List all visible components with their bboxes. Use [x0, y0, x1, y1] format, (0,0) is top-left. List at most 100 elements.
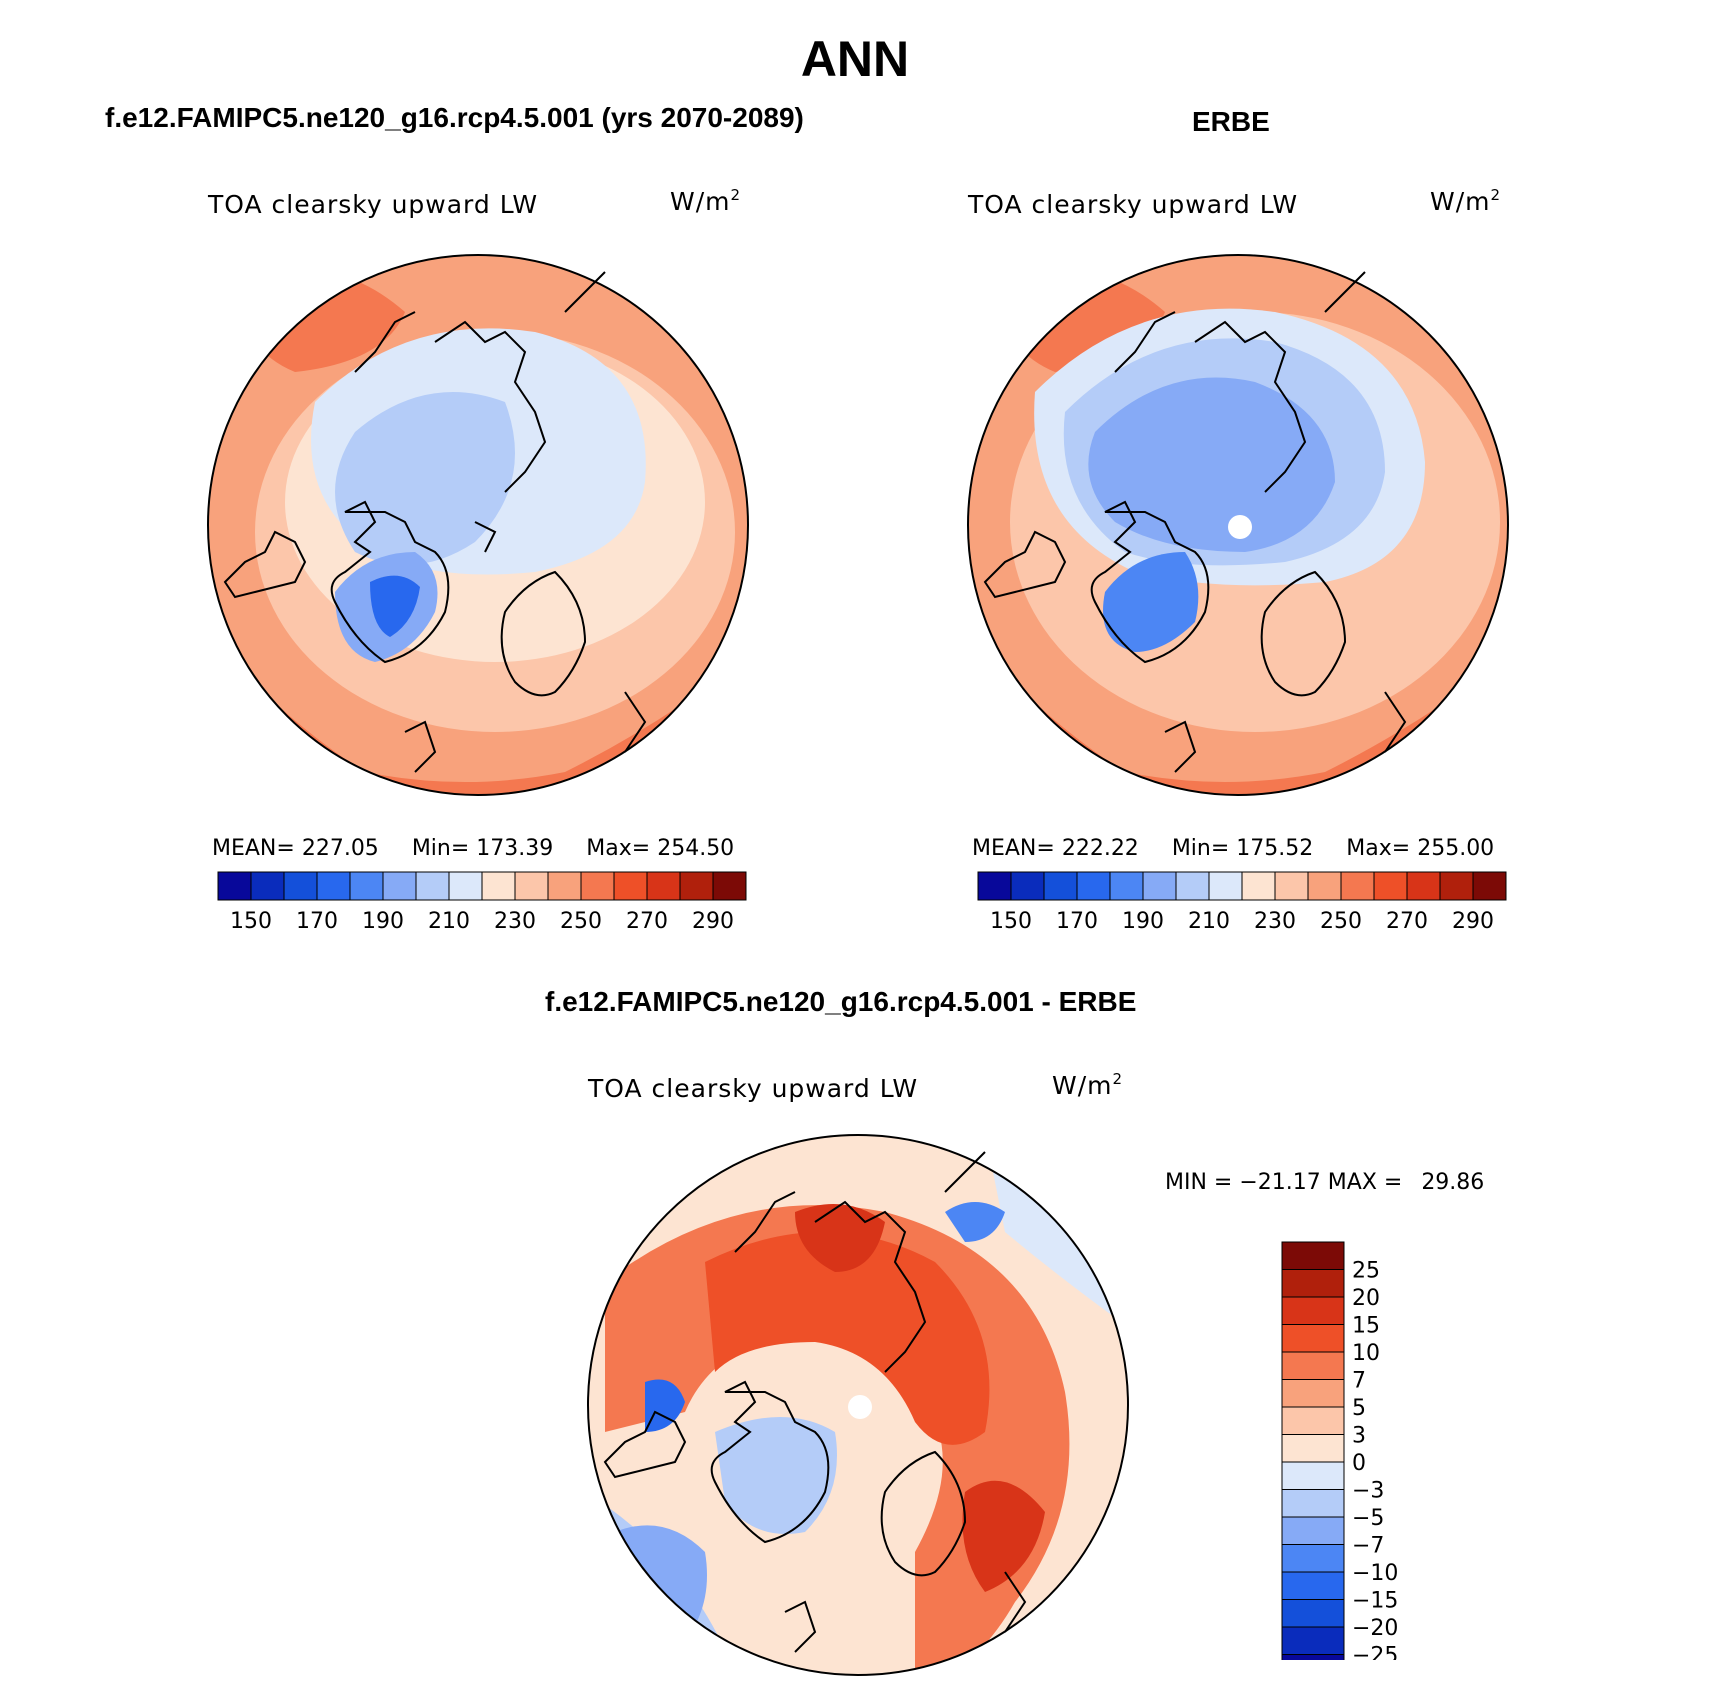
model-colorbar-tick-label: 190 [362, 909, 404, 934]
obs-case-title: ERBE [1192, 106, 1270, 137]
model-colorbar-swatch [415, 871, 450, 901]
obs-field-ring-190 [1088, 377, 1335, 552]
model-colorbar-tick-label: 170 [296, 909, 338, 934]
diff-colorbar-tick-label: 0 [1352, 1451, 1366, 1476]
model-colorbar-swatch [481, 871, 516, 901]
model-map-border [207, 254, 749, 796]
obs-variable-label: TOA clearsky upward LW [968, 190, 1299, 219]
model-colorbar-tick-label: 250 [560, 909, 602, 934]
model-colorbar-tick-label: 210 [428, 909, 470, 934]
diff-field-positive-core [705, 1232, 990, 1445]
obs-colorbar-swatch [1340, 871, 1375, 901]
obs-colorbar-swatch [1208, 871, 1243, 901]
diff-variable-label: TOA clearsky upward LW [588, 1074, 919, 1103]
diff-colorbar-tick-label: 20 [1352, 1286, 1380, 1311]
model-colorbar-tick-label: 150 [230, 909, 272, 934]
model-colorbar-swatch [712, 871, 747, 901]
model-colorbar-swatch [613, 871, 648, 901]
model-colorbar-swatch [316, 871, 351, 901]
model-colorbar-swatch [283, 871, 318, 901]
model-stats: MEAN= 227.05 Min= 173.39 Max= 254.50 [212, 836, 735, 861]
diff-colorbar-swatch [1281, 1489, 1345, 1518]
model-colorbar-swatch [217, 871, 252, 901]
obs-colorbar-swatch [977, 871, 1012, 901]
model-colorbar-swatch [382, 871, 417, 901]
obs-colorbar-swatch [1010, 871, 1045, 901]
diff-colorbar-tick-label: −20 [1352, 1616, 1398, 1641]
page-title: ANN [800, 31, 910, 87]
diff-colorbar-swatch [1281, 1434, 1345, 1463]
diff-colorbar-swatch [1281, 1379, 1345, 1408]
diff-field-west-negative-spot [645, 1379, 685, 1432]
diff-max-value: 29.86 [1421, 1170, 1485, 1195]
obs-field-greenland [1103, 552, 1199, 652]
obs-colorbar-tick-label: 250 [1320, 909, 1362, 934]
diff-field-polar-gap [848, 1395, 872, 1419]
obs-colorbar-swatch [1274, 871, 1309, 901]
diff-colorbar-swatch [1281, 1351, 1345, 1380]
obs-colorbar-tick-label: 170 [1056, 909, 1098, 934]
diff-colorbar-swatch [1281, 1296, 1345, 1325]
diff-field-positive-east [962, 1480, 1045, 1592]
diff-colorbar-tick-label: 5 [1352, 1396, 1366, 1421]
model-mean-value: 227.05 [301, 836, 379, 861]
diff-colorbar-tick-label: −10 [1352, 1561, 1398, 1586]
diff-colorbar-tick-label: −25 [1352, 1644, 1398, 1661]
diff-min-value: −21.17 [1239, 1170, 1321, 1195]
obs-colorbar-swatch [1043, 871, 1078, 901]
diff-colorbar-swatch [1281, 1571, 1345, 1600]
diff-colorbar-swatch [1281, 1654, 1345, 1660]
diff-colorbar-swatch [1281, 1406, 1345, 1435]
diff-colorbar-swatch [1281, 1461, 1345, 1490]
obs-colorbar-tick-label: 290 [1452, 909, 1494, 934]
diff-colorbar-tick-label: 7 [1352, 1369, 1366, 1394]
obs-polar-map [967, 254, 1509, 796]
diff-colorbar-tick-label: 15 [1352, 1314, 1380, 1339]
obs-units-label: W/m2 [1430, 186, 1502, 216]
obs-colorbar-tick-label: 270 [1386, 909, 1428, 934]
diff-coastlines [603, 1151, 1027, 1653]
diff-colorbar-tick-label: −7 [1352, 1534, 1384, 1559]
model-colorbar-swatch [547, 871, 582, 901]
diff-colorbar-tick-label: −15 [1352, 1589, 1398, 1614]
model-colorbar-tick-label: 290 [692, 909, 734, 934]
obs-field-polar-gap [1228, 515, 1252, 539]
obs-colorbar-tick-label: 190 [1122, 909, 1164, 934]
model-colorbar-swatch [349, 871, 384, 901]
model-units-label: W/m2 [670, 186, 742, 216]
obs-colorbar-swatch [1472, 871, 1507, 901]
model-colorbar-swatch [580, 871, 615, 901]
model-colorbar-swatch [514, 871, 549, 901]
model-field-ring-200 [335, 392, 515, 565]
model-field-greenland-core [370, 575, 420, 637]
obs-colorbar-tick-label: 230 [1254, 909, 1296, 934]
obs-colorbar-tick-label: 150 [990, 909, 1032, 934]
diff-colorbar-swatch [1281, 1324, 1345, 1353]
model-colorbar-tick-label: 230 [494, 909, 536, 934]
model-min-value: 173.39 [476, 836, 554, 861]
obs-stats: MEAN= 222.22 Min= 175.52 Max= 255.00 [972, 836, 1495, 861]
diff-colorbar-swatch [1281, 1626, 1345, 1655]
diff-case-title: f.e12.FAMIPC5.ne120_g16.rcp4.5.001 - ERB… [545, 986, 1137, 1017]
diff-colorbar-swatch [1281, 1516, 1345, 1545]
model-max-value: 254.50 [657, 836, 735, 861]
obs-mean-value: 222.22 [1061, 836, 1139, 861]
model-colorbar-swatch [646, 871, 681, 901]
diff-field-greenland-negative [715, 1417, 837, 1534]
model-case-title: f.e12.FAMIPC5.ne120_g16.rcp4.5.001 (yrs … [105, 102, 804, 133]
obs-colorbar-swatch [1241, 871, 1276, 901]
diff-units-label: W/m2 [1052, 1070, 1124, 1100]
diff-colorbar-swatch [1281, 1241, 1345, 1270]
diff-colorbar-swatch [1281, 1599, 1345, 1628]
obs-colorbar-swatch [1175, 871, 1210, 901]
diff-colorbar-swatch [1281, 1269, 1345, 1298]
obs-colorbar-swatch [1439, 871, 1474, 901]
obs-min-value: 175.52 [1236, 836, 1314, 861]
model-colorbar: 150 170 190 210 230 250 270 290 [217, 871, 747, 934]
model-polar-map [207, 254, 749, 796]
diff-colorbar-swatch [1281, 1544, 1345, 1573]
diff-colorbar-tick-label: 10 [1352, 1341, 1380, 1366]
model-colorbar-tick-label: 270 [626, 909, 668, 934]
obs-colorbar-swatch [1076, 871, 1111, 901]
